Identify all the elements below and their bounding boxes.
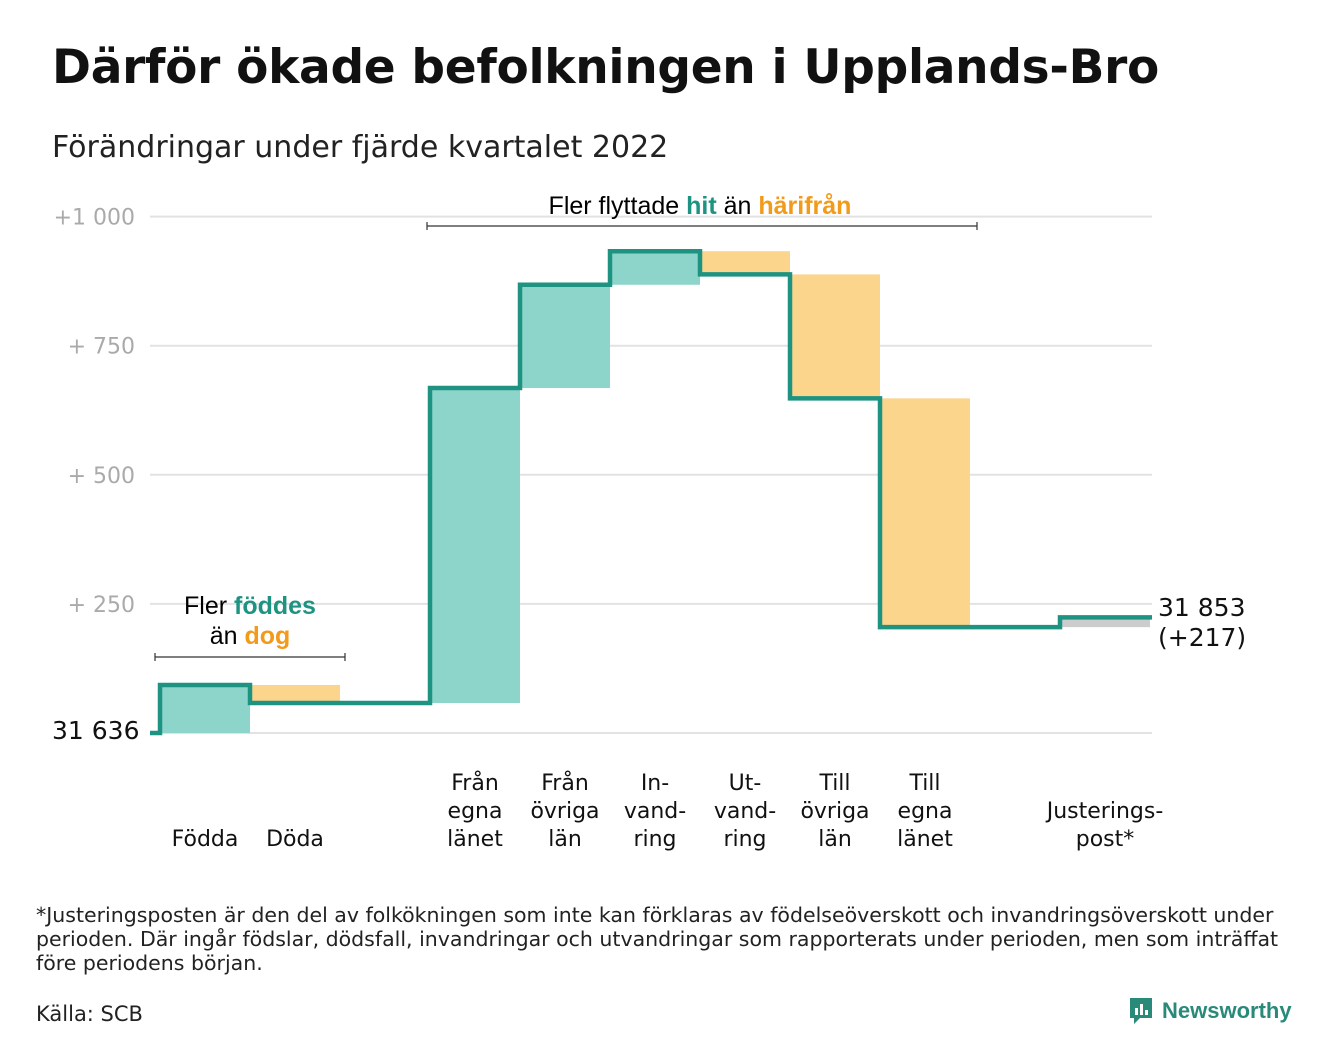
category-label: post* [1076, 827, 1135, 852]
source-label: Källa: SCB [36, 1002, 143, 1026]
brand-name: Newsworthy [1162, 998, 1292, 1023]
bar-justeringspost- [1060, 617, 1150, 628]
births-bracket [154, 653, 346, 661]
category-label: ring [723, 827, 766, 852]
category-label: länet [447, 827, 503, 852]
bar-utvandring [700, 251, 790, 275]
category-label: vand- [714, 799, 776, 824]
bars [160, 251, 1150, 733]
end-value-label: 31 853 [1158, 593, 1245, 622]
bar-invandring [610, 251, 700, 285]
cumulative-step-line [150, 248, 1152, 736]
category-label: län [548, 827, 582, 852]
bar-döda [250, 684, 340, 704]
category-label: egna [448, 799, 503, 824]
category-label: Till [908, 771, 940, 796]
births-annotation-line2: än dog [210, 622, 291, 650]
step-line-group [150, 248, 1152, 736]
migration-harifran-highlight: härifrån [758, 192, 851, 220]
start-value-label: 31 636 [52, 716, 139, 745]
footnote: *Justeringsposten är den del av folkökni… [36, 903, 1279, 975]
y-tick-label: +1 000 [54, 206, 135, 231]
bar-till-egna-länet [880, 398, 970, 628]
category-label: övriga [800, 799, 869, 824]
chart-title: Därför ökade befolkningen i Upplands-Bro [52, 40, 1159, 95]
bar-födda [160, 684, 250, 733]
category-label: län [818, 827, 852, 852]
newsworthy-chart-icon [1130, 998, 1152, 1024]
births-annotation-line1: Fler föddes [184, 592, 316, 620]
bar-från-egna-länet [430, 388, 520, 704]
migration-hit-highlight: hit [686, 192, 717, 220]
bar-till-övriga-län [790, 274, 880, 399]
waterfall-chart: + 250 + 500 + 750 +1 000 Födda Döda Från egna l… [52, 192, 1246, 852]
bar-från-övriga-län [520, 284, 610, 389]
deaths-highlight: dog [244, 622, 290, 650]
y-tick-label: + 250 [68, 593, 135, 618]
category-label: Från [451, 770, 499, 796]
category-label: Justerings- [1045, 799, 1164, 824]
category-label: Döda [266, 827, 324, 852]
category-labels: Födda Döda Från egna länet Från övriga län In-va… [172, 770, 1164, 852]
category-label: Från [541, 770, 589, 796]
category-label: ring [633, 827, 676, 852]
category-label: länet [897, 827, 953, 852]
category-label: In- [641, 771, 669, 796]
category-label: vand- [624, 799, 686, 824]
grid-lines [150, 215, 1152, 734]
category-label: Till [818, 771, 850, 796]
newsworthy-logo[interactable]: Newsworthy [1128, 996, 1292, 1026]
y-axis-ticks: + 250 + 500 + 750 +1 000 [54, 206, 135, 618]
chart-subtitle: Förändringar under fjärde kvartalet 2022 [52, 130, 669, 165]
category-label: Födda [172, 827, 239, 852]
category-label: egna [898, 799, 953, 824]
y-tick-label: + 750 [68, 335, 135, 360]
migration-annotation: Fler flyttade hit än härifrån [549, 192, 852, 220]
y-tick-label: + 500 [68, 464, 135, 489]
migration-bracket [426, 222, 978, 230]
category-label: Ut- [729, 771, 762, 796]
category-label: övriga [530, 799, 599, 824]
end-change-label: (+217) [1158, 623, 1246, 652]
births-highlight: föddes [234, 592, 316, 620]
